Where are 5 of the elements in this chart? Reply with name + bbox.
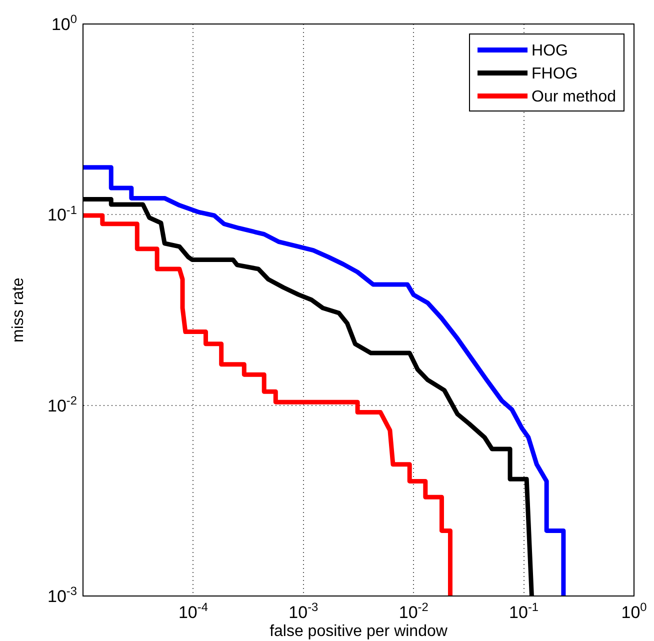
y-axis-title: miss rate <box>10 277 27 342</box>
x-axis-title: false positive per window <box>270 623 448 640</box>
legend-label: Our method <box>532 88 616 106</box>
legend-label: FHOG <box>532 65 578 82</box>
legend-label: HOG <box>532 42 568 60</box>
